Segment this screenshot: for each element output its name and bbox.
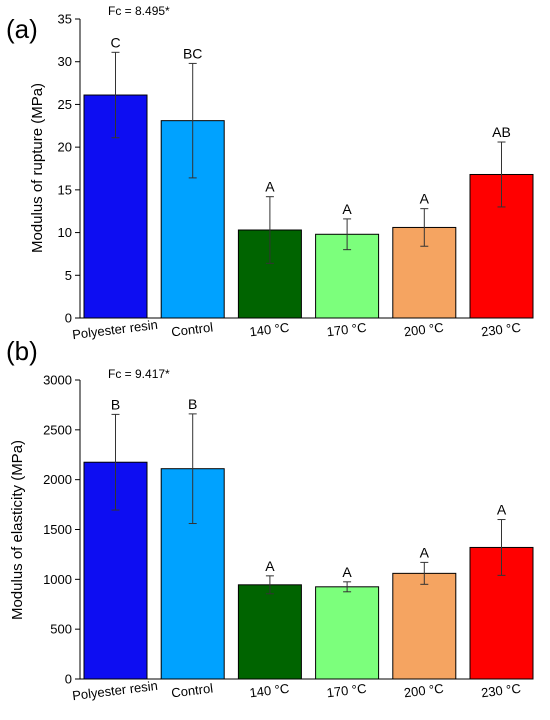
- x-tick-label: 230 °C: [480, 320, 521, 340]
- y-axis-label: Modulus of rupture (MPa): [29, 83, 46, 253]
- y-tick-label: 15: [58, 182, 72, 197]
- error-bar: [420, 208, 429, 247]
- panel-a-modulus-of-rupture-chart: (a) Fc = 8.495* Modulus of rupture (MPa)…: [6, 4, 534, 342]
- significance-letter: A: [265, 179, 275, 195]
- y-tick-label: 2500: [43, 422, 72, 437]
- y-tick-label: 30: [58, 54, 72, 69]
- y-tick-label: 1500: [43, 522, 72, 537]
- bar: [237, 229, 302, 319]
- panel-b-modulus-of-elasticity-chart: (b) Fc = 9.417* Modulus of elasticity (M…: [6, 336, 534, 703]
- error-bar: [420, 561, 429, 585]
- y-tick-label: 25: [58, 97, 72, 112]
- significance-letter: BC: [183, 45, 202, 61]
- x-tick-label: Control: [170, 320, 214, 340]
- x-tick-label: 230 °C: [480, 681, 521, 701]
- y-tick-label: 10: [58, 225, 72, 240]
- significance-letter: A: [420, 544, 430, 560]
- error-bar: [497, 141, 506, 208]
- error-bar: [265, 196, 274, 264]
- significance-letter: B: [111, 396, 120, 412]
- panel-label: (b): [6, 336, 38, 366]
- significance-letter: C: [110, 34, 120, 50]
- significance-letter: B: [188, 396, 197, 412]
- x-tick-label: 200 °C: [403, 320, 444, 340]
- significance-letter: A: [342, 564, 352, 580]
- y-tick-label: 3000: [43, 373, 72, 388]
- error-bar: [343, 581, 352, 593]
- y-tick-label: 0: [65, 672, 72, 687]
- significance-letter: A: [265, 558, 275, 574]
- y-tick-label: 35: [58, 12, 72, 27]
- significance-letter: A: [420, 191, 430, 207]
- x-tick-label: Polyester resin: [71, 317, 158, 342]
- bar: [315, 586, 380, 680]
- x-tick-label: 140 °C: [249, 320, 290, 340]
- x-tick-label: 170 °C: [326, 320, 367, 340]
- y-tick-label: 0: [65, 311, 72, 326]
- bar: [392, 572, 457, 680]
- x-tick-label: 140 °C: [249, 681, 290, 701]
- error-bar: [188, 62, 197, 179]
- error-bar: [343, 218, 352, 251]
- significance-letter: AB: [492, 124, 511, 140]
- x-tick-label: 200 °C: [403, 681, 444, 701]
- y-axis-label: Modulus of elasticity (MPa): [9, 440, 26, 620]
- y-tick-label: 5: [65, 268, 72, 283]
- significance-letter: A: [497, 502, 507, 518]
- error-bar: [265, 575, 274, 595]
- y-tick-label: 1000: [43, 572, 72, 587]
- y-tick-label: 2000: [43, 472, 72, 487]
- x-tick-label: Polyester resin: [71, 678, 158, 703]
- error-bar: [497, 519, 506, 576]
- f-statistic-annotation: Fc = 8.495*: [108, 4, 170, 18]
- y-tick-label: 20: [58, 140, 72, 155]
- x-tick-label: Control: [170, 681, 214, 701]
- x-tick-label: 170 °C: [326, 681, 367, 701]
- error-bar: [188, 413, 197, 525]
- panel-label: (a): [6, 14, 38, 44]
- error-bar: [111, 51, 120, 139]
- significance-letter: A: [342, 201, 352, 217]
- f-statistic-annotation: Fc = 9.417*: [108, 367, 170, 381]
- y-tick-label: 500: [50, 622, 72, 637]
- error-bar: [111, 413, 120, 511]
- bar: [237, 584, 302, 680]
